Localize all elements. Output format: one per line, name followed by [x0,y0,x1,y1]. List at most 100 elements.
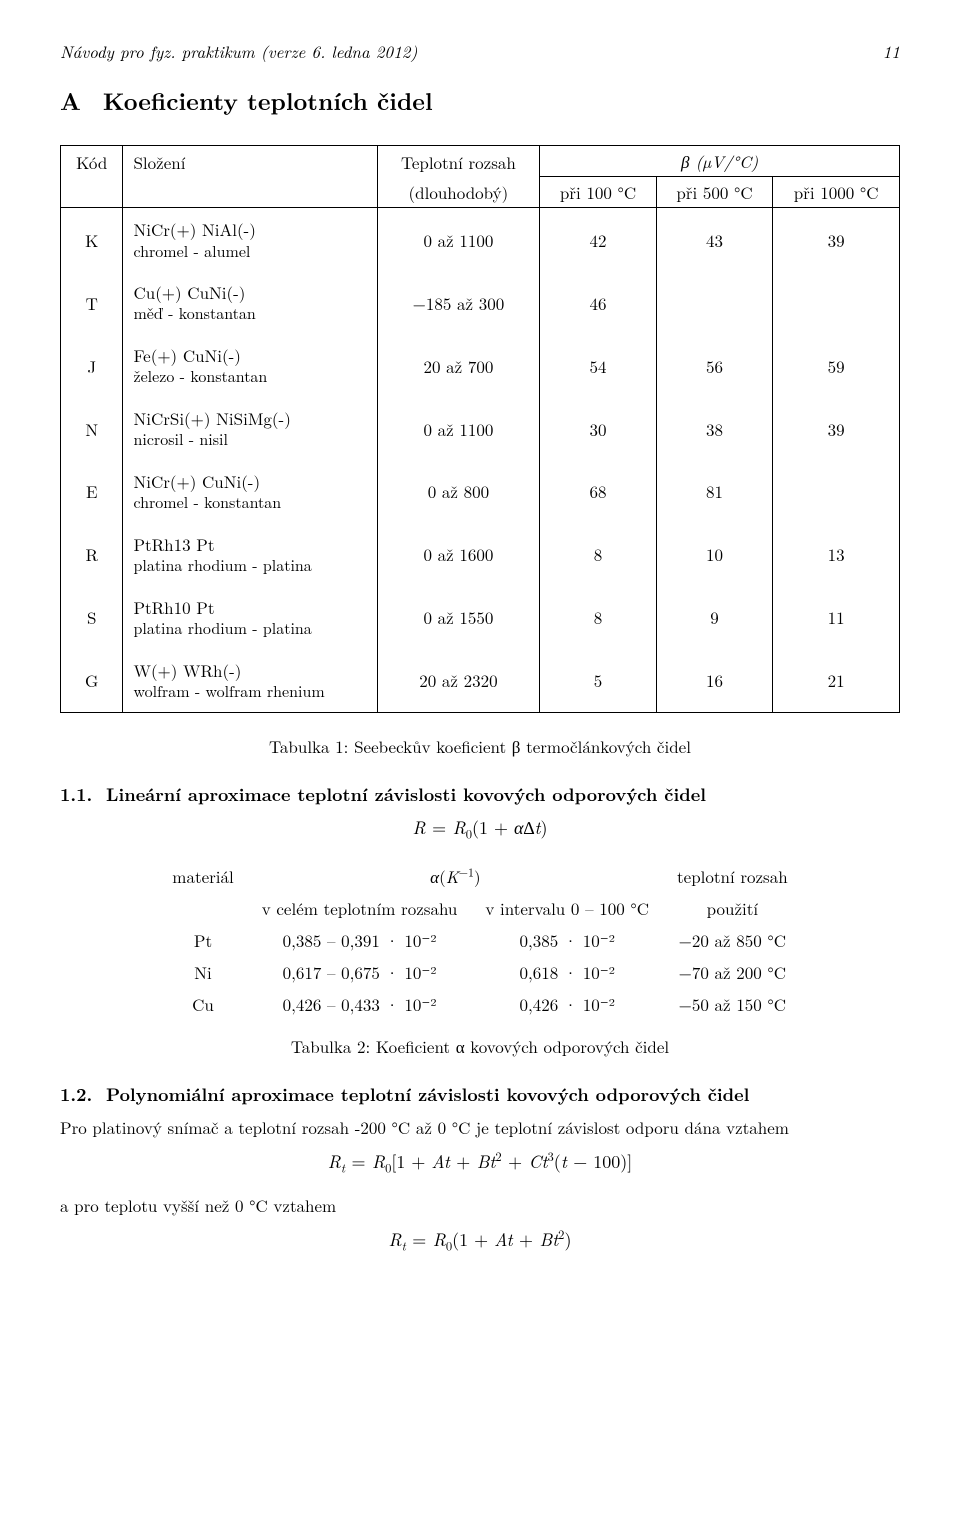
table-row: RPtRh13 Ptplatina rhodium - platina0 až … [61,523,900,586]
cell-alpha-full: 0,426 – 0,433 · 10⁻² [248,988,472,1020]
cell-100: 46 [540,271,657,334]
subsection-1-2: 1.2. Polynomiální aproximace teplotní zá… [60,1083,900,1106]
section-a-heading: A Koeficienty teplotních čidel [60,86,900,117]
equation-poly-high: Rt = R0(1 + At + Bt2) [60,1226,900,1254]
cell-500: 9 [656,586,773,649]
subsect-title: Lineární aproximace teplotní závislosti … [106,783,706,806]
header-left: Návody pro fyz. praktikum (verze 6. ledn… [60,40,417,62]
cell-range: 20 až 2320 [377,649,540,712]
alpha-table: materiál α(K−1) teplotní rozsah v celém … [158,860,801,1020]
table-row: Cu0,426 – 0,433 · 10⁻²0,426 · 10⁻²−50 až… [158,988,801,1020]
cell-range: 20 až 700 [377,334,540,397]
cell-500: 16 [656,649,773,712]
cell-composition: NiCr(+) NiAl(-)chromel - alumel [123,208,377,271]
table-row: ENiCr(+) CuNi(-)chromel - konstantan0 až… [61,460,900,523]
table-row: TCu(+) CuNi(-)měď - konstantan−185 až 30… [61,271,900,334]
cell-code: T [61,271,123,334]
th-rozsah: Teplotní rozsah [377,146,540,177]
para-above-zero: a pro teplotu vyšší než 0 °C vztahem [60,1194,900,1216]
th-use: použití [663,892,802,924]
cell-material: Ni [158,956,247,988]
th-kod: Kód [61,146,123,177]
section-title: Koeficienty teplotních čidel [103,84,433,118]
table-row: NNiCrSi(+) NiSiMg(-)nicrosil - nisil0 až… [61,397,900,460]
equation-poly-low: Rt = R0[1 + At + Bt2 + Ct3(t − 100)] [60,1148,900,1176]
th-beta: β (µV/°C) [681,149,758,173]
cell-100: 54 [540,334,657,397]
table-row: Ni0,617 – 0,675 · 10⁻²0,618 · 10⁻²−70 až… [158,956,801,988]
cell-composition: Fe(+) CuNi(-)železo - konstantan [123,334,377,397]
subsect-num: 1.1. [60,783,106,806]
cell-composition: NiCrSi(+) NiSiMg(-)nicrosil - nisil [123,397,377,460]
cell-composition: NiCr(+) CuNi(-)chromel - konstantan [123,460,377,523]
th-500: při 500 °C [656,177,773,208]
subsection-1-1: 1.1. Lineární aproximace teplotní závisl… [60,783,900,806]
cell-1000: 21 [773,649,900,712]
cell-100: 42 [540,208,657,271]
section-letter: A [60,86,81,117]
th-teprozsah: teplotní rozsah [663,860,802,892]
table-row: GW(+) WRh(-)wolfram - wolfram rhenium20 … [61,649,900,712]
th-1000: při 1000 °C [773,177,900,208]
cell-alpha-interval: 0,426 · 10⁻² [471,988,663,1020]
table-row: Pt0,385 – 0,391 · 10⁻²0,385 · 10⁻²−20 až… [158,924,801,956]
cell-alpha-full: 0,617 – 0,675 · 10⁻² [248,956,472,988]
cell-alpha-interval: 0,618 · 10⁻² [471,956,663,988]
cell-code: E [61,460,123,523]
cell-composition: PtRh13 Ptplatina rhodium - platina [123,523,377,586]
cell-code: J [61,334,123,397]
cell-100: 30 [540,397,657,460]
cell-1000: 39 [773,397,900,460]
table-row: JFe(+) CuNi(-)železo - konstantan20 až 7… [61,334,900,397]
cell-1000: 59 [773,334,900,397]
cell-composition: PtRh10 Ptplatina rhodium - platina [123,586,377,649]
table2-caption: Tabulka 2: Koeficient α kovových odporov… [60,1035,900,1057]
cell-100: 8 [540,586,657,649]
subsect-num: 1.2. [60,1083,106,1106]
th-material: materiál [158,860,247,892]
equation-linear: R = R0(1 + α∆t) [60,816,900,842]
table1-caption: Tabulka 1: Seebeckův koeficient β termoč… [60,735,900,757]
cell-alpha-full: 0,385 – 0,391 · 10⁻² [248,924,472,956]
cell-100: 5 [540,649,657,712]
cell-code: N [61,397,123,460]
cell-range: −185 až 300 [377,271,540,334]
seebeck-table: Kód Složení Teplotní rozsah β (µV/°C) (d… [60,145,900,712]
cell-1000: 39 [773,208,900,271]
th-interval: v intervalu 0 – 100 °C [471,892,663,924]
cell-material: Pt [158,924,247,956]
th-100: při 100 °C [540,177,657,208]
cell-range: −20 až 850 °C [663,924,802,956]
cell-composition: W(+) WRh(-)wolfram - wolfram rhenium [123,649,377,712]
cell-composition: Cu(+) CuNi(-)měď - konstantan [123,271,377,334]
cell-range: 0 až 1550 [377,586,540,649]
page-header: Návody pro fyz. praktikum (verze 6. ledn… [60,40,900,62]
cell-range: 0 až 1100 [377,397,540,460]
para-platinum: Pro platinový snímač a teplotní rozsah -… [60,1116,900,1138]
cell-1000 [773,271,900,334]
cell-alpha-interval: 0,385 · 10⁻² [471,924,663,956]
cell-range: 0 až 800 [377,460,540,523]
cell-500: 38 [656,397,773,460]
header-page: 11 [883,40,900,62]
th-full: v celém teplotním rozsahu [248,892,472,924]
th-sloz: Složení [123,146,377,177]
cell-1000: 11 [773,586,900,649]
th-dlouhodoby: (dlouhodobý) [377,177,540,208]
cell-range: −50 až 150 °C [663,988,802,1020]
cell-1000 [773,460,900,523]
table-row: KNiCr(+) NiAl(-)chromel - alumel0 až 110… [61,208,900,271]
cell-range: 0 až 1100 [377,208,540,271]
cell-range: −70 až 200 °C [663,956,802,988]
cell-100: 8 [540,523,657,586]
cell-500: 56 [656,334,773,397]
cell-500 [656,271,773,334]
cell-code: S [61,586,123,649]
subsect-title: Polynomiální aproximace teplotní závislo… [106,1083,749,1106]
cell-code: K [61,208,123,271]
cell-1000: 13 [773,523,900,586]
cell-500: 43 [656,208,773,271]
cell-500: 10 [656,523,773,586]
cell-range: 0 až 1600 [377,523,540,586]
cell-500: 81 [656,460,773,523]
